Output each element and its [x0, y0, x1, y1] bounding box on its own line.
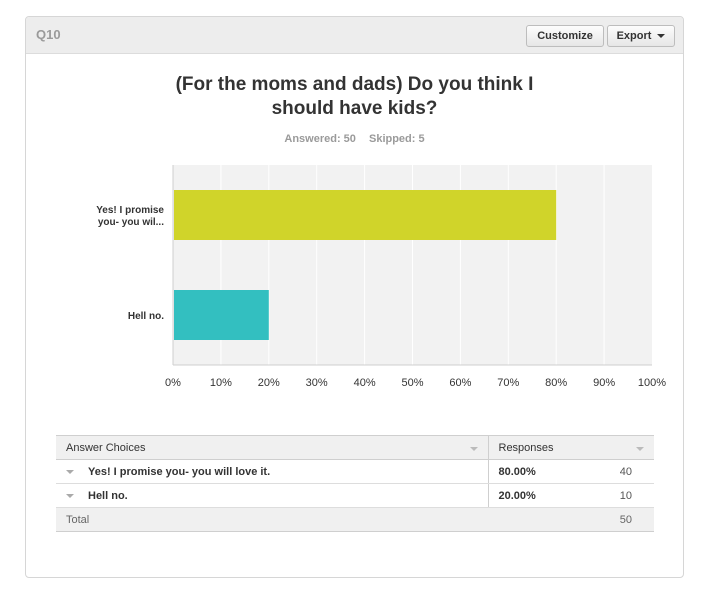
card-header: Q10 Customize Export: [26, 17, 683, 54]
answer-choice-cell: Yes! I promise you- you will love it.: [56, 459, 489, 484]
x-tick-label: 10%: [210, 377, 232, 389]
bar-chart: 0% 10% 20% 30% 40% 50% 60% 70% 80% 90% 100% Yes! I …: [96, 165, 666, 389]
y-tick-label: Hell no.: [128, 311, 164, 322]
question-number: Q10: [36, 27, 61, 42]
answer-choice-text: Hell no.: [88, 489, 128, 502]
x-tick-label: 90%: [593, 377, 615, 389]
answer-choices-header[interactable]: Answer Choices: [56, 435, 489, 460]
question-title: (For the moms and dads) Do you think I s…: [26, 73, 683, 121]
y-tick-label: you- you wil...: [98, 217, 164, 228]
answer-choice-cell: Hell no.: [56, 483, 489, 508]
y-tick-label: Yes! I promise: [96, 205, 164, 216]
x-tick-label: 50%: [401, 377, 423, 389]
x-tick-label: 20%: [258, 377, 280, 389]
x-tick-label: 60%: [449, 377, 471, 389]
x-tick-label: 30%: [306, 377, 328, 389]
table-header-row: Answer Choices Responses: [56, 435, 654, 460]
total-row: Total 50: [56, 507, 654, 532]
skipped-count: Skipped: 5: [368, 133, 425, 145]
response-percent: 80.00%: [488, 459, 583, 484]
x-tick-label: 40%: [354, 377, 376, 389]
customize-label: Customize: [537, 30, 593, 42]
sort-icon[interactable]: [636, 446, 644, 451]
x-tick-label: 0%: [165, 377, 181, 389]
caret-down-icon: [657, 34, 666, 38]
response-percent: 20.00%: [488, 483, 583, 508]
total-label: Total: [56, 507, 583, 532]
question-card: Q10 Customize Export (For the moms and d…: [25, 16, 684, 578]
x-tick-label: 70%: [497, 377, 519, 389]
response-stats: Answered: 50 Skipped: 5: [26, 133, 683, 145]
expand-caret-icon[interactable]: [66, 493, 74, 498]
x-tick-label: 80%: [545, 377, 567, 389]
responses-header-label: Responses: [498, 441, 554, 454]
expand-caret-icon[interactable]: [66, 469, 74, 474]
responses-header[interactable]: Responses: [488, 435, 654, 460]
response-count: 40: [582, 459, 654, 484]
answer-choices-header-label: Answer Choices: [66, 441, 146, 454]
export-label: Export: [616, 30, 652, 42]
customize-button[interactable]: Customize: [526, 25, 604, 47]
table-row: Yes! I promise you- you will love it. 80…: [56, 459, 654, 484]
answer-choice-text: Yes! I promise you- you will love it.: [88, 465, 271, 478]
response-count: 10: [582, 483, 654, 508]
table-row: Hell no. 20.00% 10: [56, 483, 654, 508]
answered-count: Answered: 50: [284, 133, 356, 145]
question-title-line1: (For the moms and dads) Do you think I: [175, 74, 534, 95]
bar: [174, 290, 269, 340]
total-count: 50: [582, 507, 654, 532]
question-title-line2: should have kids?: [271, 98, 438, 119]
bar: [174, 190, 557, 240]
export-button[interactable]: Export: [607, 25, 675, 47]
x-tick-label: 100%: [638, 377, 666, 389]
answers-table: Answer Choices Responses Yes! I promise …: [56, 435, 654, 532]
sort-icon[interactable]: [469, 446, 478, 451]
